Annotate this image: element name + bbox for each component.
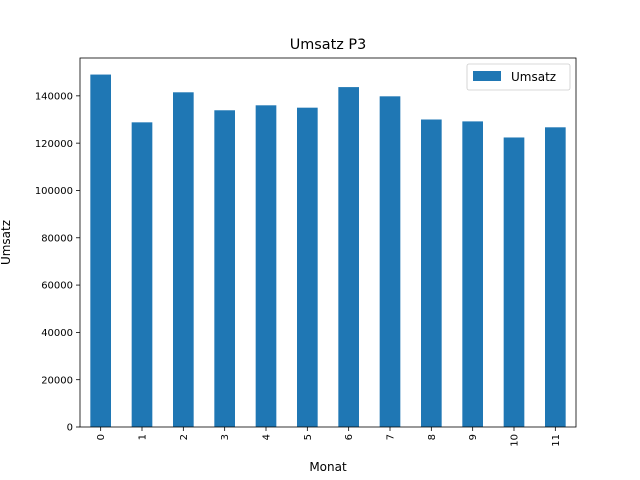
x-tick-label: 4 [262, 434, 273, 440]
y-axis: 0 20000 40000 60000 80000 100000 120000 140000 [35, 91, 80, 434]
plot-frame [79, 57, 577, 428]
y-tick-label: 100000 [35, 186, 73, 197]
x-tick-label: 2 [179, 434, 190, 440]
bar-6 [338, 87, 359, 427]
y-tick-label: 140000 [35, 91, 73, 102]
bar-10 [503, 137, 525, 427]
legend-label: Umsatz [511, 70, 556, 84]
x-tick-label: 10 [510, 434, 521, 447]
bar-4 [255, 105, 277, 428]
legend-box [466, 63, 571, 91]
bar-8 [421, 119, 442, 427]
x-tick-label: 0 [96, 434, 107, 440]
bar-11 [545, 127, 566, 427]
bar-0 [90, 74, 111, 428]
chart-title: Umsatz P3 [290, 37, 366, 53]
x-tick-label: 7 [386, 434, 397, 440]
y-tick-label: 80000 [41, 233, 73, 244]
bar-2 [173, 92, 194, 427]
x-tick-label: 6 [344, 434, 355, 440]
x-axis: 0 1 2 3 4 5 6 7 8 9 10 11 [96, 427, 562, 447]
y-tick-label: 60000 [41, 281, 73, 292]
x-tick-label: 9 [468, 434, 479, 440]
x-axis-label: Monat [309, 460, 347, 474]
x-tick-label: 1 [138, 434, 149, 440]
x-tick-label: 5 [303, 434, 314, 440]
y-tick-label: 120000 [35, 139, 73, 150]
legend-swatch [473, 71, 501, 81]
y-axis-label: Umsatz [0, 220, 13, 265]
bar-1 [131, 122, 153, 427]
bar-3 [214, 110, 235, 428]
x-tick-label: 3 [220, 434, 231, 440]
y-tick-label: 0 [67, 423, 73, 434]
bar-5 [297, 107, 318, 427]
legend: Umsatz [466, 63, 571, 91]
x-tick-label: 8 [427, 434, 438, 440]
bar-7 [379, 96, 401, 428]
bars-group [90, 74, 566, 428]
y-tick-label: 20000 [41, 375, 73, 386]
y-tick-label: 40000 [41, 328, 73, 339]
x-tick-label: 11 [551, 434, 562, 447]
bar-9 [462, 121, 483, 428]
